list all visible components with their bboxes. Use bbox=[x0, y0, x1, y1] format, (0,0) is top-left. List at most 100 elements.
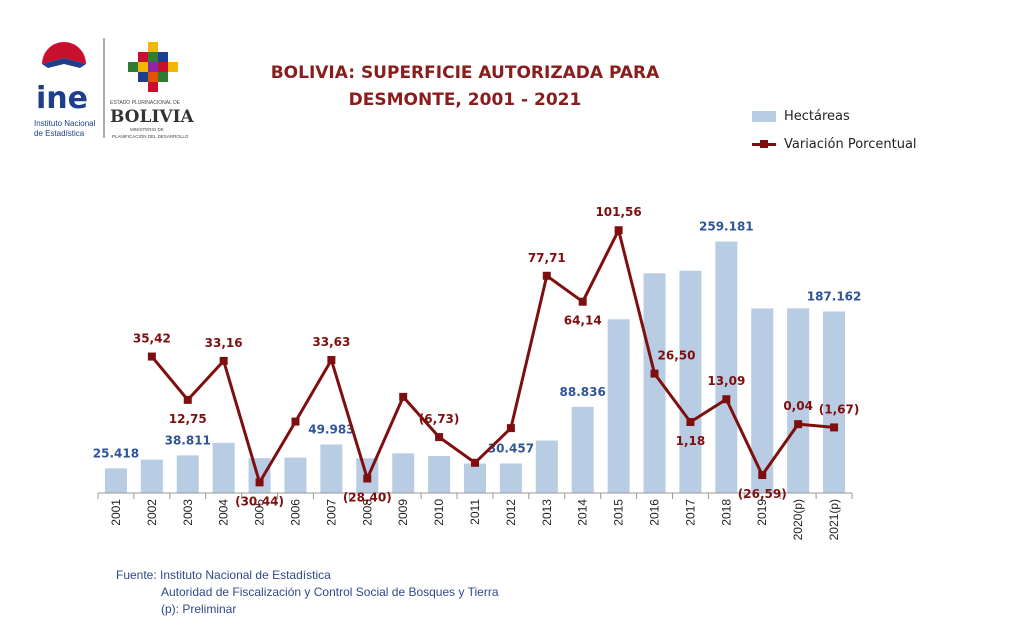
bolivia-logo-sub2: PLANIFICACIÓN DEL DESARROLLO bbox=[112, 133, 189, 139]
marker-2013 bbox=[542, 271, 551, 280]
source-note: Fuente: Instituto Nacional de Estadístic… bbox=[116, 567, 499, 618]
x-tick-label-2001: 2001 bbox=[109, 499, 123, 526]
ine-logo-text: ine bbox=[36, 81, 88, 116]
line-label-2017: 1,18 bbox=[676, 434, 706, 448]
ine-logo: ine Instituto Nacional de Estadística bbox=[34, 42, 96, 138]
bar-label-2018: 259.181 bbox=[699, 220, 754, 234]
marker-2003 bbox=[183, 395, 192, 404]
marker-2019 bbox=[758, 471, 767, 480]
x-tick-label-2005: 2005 bbox=[253, 499, 267, 526]
legend-line-swatch bbox=[752, 139, 776, 149]
bar-2015 bbox=[607, 319, 630, 493]
marker-2021(p) bbox=[830, 423, 839, 432]
bar-2009 bbox=[392, 453, 415, 493]
bar-2020(p) bbox=[787, 308, 810, 493]
bar-series bbox=[104, 241, 846, 493]
bar-2011 bbox=[464, 463, 486, 493]
ine-logo-chevron-icon bbox=[42, 58, 86, 68]
x-axis-tick-labels: 2001 2002 2003 2004 2005 2006 2007 2008 2009 2010… bbox=[109, 499, 841, 541]
bolivia-logo-top: ESTADO PLURINACIONAL DE bbox=[110, 100, 181, 106]
x-tick-label-2009: 2009 bbox=[396, 499, 410, 526]
bolivia-emblem-icon bbox=[128, 42, 178, 92]
bar-label-2012: 30.457 bbox=[488, 441, 534, 455]
line-label-2019: (26,59) bbox=[738, 487, 787, 501]
source-line3: (p): Preliminar bbox=[161, 602, 237, 616]
x-tick-label-2019: 2019 bbox=[755, 499, 769, 526]
marker-2020(p) bbox=[794, 420, 803, 429]
legend-bars-label: Hectáreas bbox=[784, 108, 850, 124]
bar-2002 bbox=[140, 459, 163, 493]
x-tick-label-2006: 2006 bbox=[288, 499, 302, 526]
marker-2005 bbox=[255, 478, 264, 487]
bar-2006 bbox=[284, 457, 307, 493]
source-line2: Autoridad de Fiscalización y Control Soc… bbox=[161, 585, 499, 599]
x-tick-label-2002: 2002 bbox=[145, 499, 159, 526]
logos-svg: ine Instituto Nacional de Estadística bbox=[34, 38, 195, 139]
line-label-2020(p): 0,04 bbox=[783, 399, 813, 413]
marker-2017 bbox=[686, 417, 695, 426]
line-label-2018: 13,09 bbox=[707, 374, 745, 388]
line-label-2013: 77,71 bbox=[528, 251, 566, 265]
line-label-2016: 26,50 bbox=[658, 349, 696, 363]
line-data-labels: 35,42 12,75 33,16 (30,44) 33,63 (28,40) (6,73)… bbox=[133, 205, 859, 508]
bar-2007 bbox=[320, 444, 343, 493]
chart-legend: Hectáreas Variación Porcentual bbox=[752, 102, 917, 158]
bar-label-2007: 49.983 bbox=[308, 423, 354, 437]
line-markers bbox=[147, 226, 839, 487]
ine-logo-line2: de Estadística bbox=[34, 129, 85, 138]
bar-2017 bbox=[679, 270, 702, 493]
bolivia-logo-sub1: MINISTERIO DE bbox=[130, 127, 164, 132]
line-label-2007: 33,63 bbox=[312, 335, 350, 349]
x-tick-label-2016: 2016 bbox=[648, 499, 662, 526]
marker-2014 bbox=[578, 297, 587, 306]
line-label-2015: 101,56 bbox=[595, 205, 641, 219]
bar-2016 bbox=[643, 273, 666, 493]
x-tick-label-2011: 2011 bbox=[468, 499, 482, 525]
chart-title-line1: BOLIVIA: SUPERFICIE AUTORIZADA PARA bbox=[270, 63, 660, 83]
line-label-2010: (6,73) bbox=[419, 412, 460, 426]
x-tick-label-2008: 2008 bbox=[360, 499, 374, 526]
line-label-2008: (28,40) bbox=[343, 490, 392, 504]
marker-2018 bbox=[722, 395, 731, 404]
line-label-2003: 12,75 bbox=[169, 412, 207, 426]
bar-2019 bbox=[751, 308, 774, 493]
x-tick-label-2010: 2010 bbox=[432, 499, 446, 526]
x-tick-label-2018: 2018 bbox=[719, 499, 733, 526]
marker-2002 bbox=[147, 352, 156, 361]
variation-line bbox=[150, 228, 835, 484]
bar-label-2014: 88.836 bbox=[560, 385, 606, 399]
bolivia-logo: ESTADO PLURINACIONAL DE BOLIVIA MINISTER… bbox=[110, 42, 195, 139]
line-label-2004: 33,16 bbox=[205, 336, 243, 350]
bar-2021(p) bbox=[823, 311, 846, 493]
x-tick-label-2021(p): 2021(p) bbox=[827, 499, 841, 540]
chart-title-line2: DESMONTE, 2001 - 2021 bbox=[348, 90, 582, 110]
bar-2018 bbox=[715, 241, 738, 493]
marker-2016 bbox=[650, 369, 659, 378]
x-tick-label-2013: 2013 bbox=[540, 499, 554, 526]
x-tick-label-2015: 2015 bbox=[612, 499, 626, 526]
line-label-2002: 35,42 bbox=[133, 332, 171, 346]
legend-item-bars: Hectáreas bbox=[752, 102, 917, 130]
marker-2015 bbox=[614, 226, 623, 235]
x-tick-label-2004: 2004 bbox=[217, 499, 231, 526]
bar-2014 bbox=[571, 406, 594, 493]
legend-bar-swatch bbox=[752, 110, 776, 122]
legend-item-line: Variación Porcentual bbox=[752, 130, 917, 158]
x-tick-label-2014: 2014 bbox=[576, 499, 590, 526]
x-tick-label-2012: 2012 bbox=[504, 499, 518, 526]
line-label-2014: 64,14 bbox=[564, 314, 602, 328]
x-tick-label-2007: 2007 bbox=[324, 499, 338, 526]
bar-2013 bbox=[535, 440, 558, 493]
bar-2001 bbox=[104, 468, 127, 493]
bar-label-2001: 25.418 bbox=[93, 446, 139, 460]
marker-2010 bbox=[435, 433, 444, 442]
x-tick-label-2017: 2017 bbox=[683, 499, 697, 526]
bar-2005 bbox=[248, 458, 271, 493]
x-tick-label-2020(p): 2020(p) bbox=[791, 499, 805, 540]
line-label-2005: (30,44) bbox=[235, 494, 284, 508]
ine-logo-arc-icon bbox=[42, 42, 86, 64]
bar-label-2003: 38.811 bbox=[165, 433, 211, 447]
marker-2006 bbox=[291, 417, 300, 426]
header-logos: ine Instituto Nacional de Estadística bbox=[28, 34, 208, 146]
